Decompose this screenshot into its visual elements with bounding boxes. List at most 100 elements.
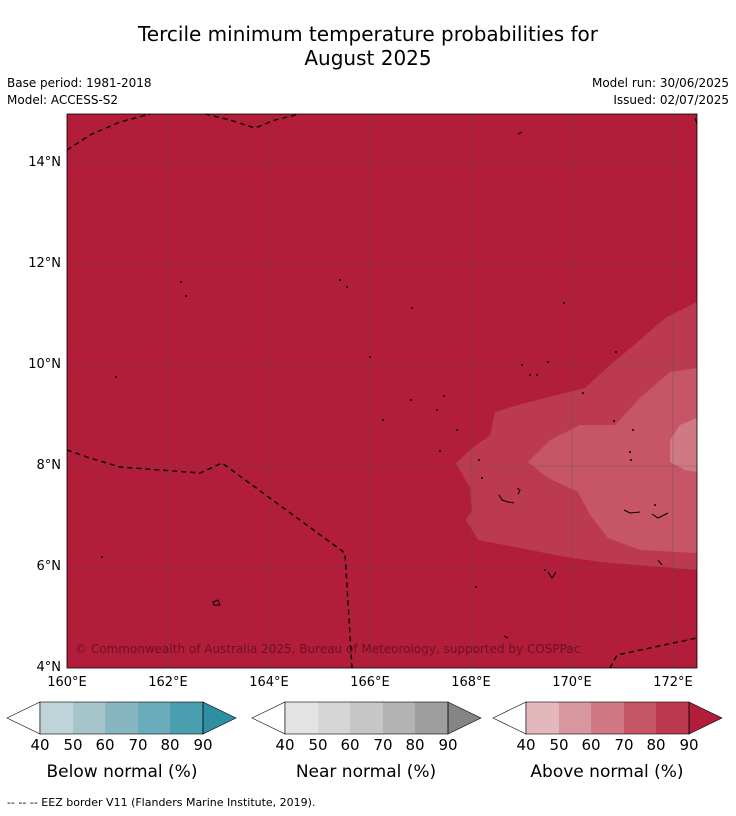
lat-label: 8°N xyxy=(36,458,62,473)
atoll xyxy=(615,351,617,353)
colorbar-tick: 90 xyxy=(679,736,699,754)
colorbar-segment xyxy=(40,702,73,734)
colorbar-segment-low xyxy=(492,701,527,735)
colorbar-segment-high xyxy=(447,701,482,735)
atoll xyxy=(115,376,117,378)
atoll xyxy=(443,395,445,397)
map-gridlines xyxy=(67,114,697,668)
atoll xyxy=(339,279,341,281)
colorbar-tick: 50 xyxy=(63,736,83,754)
atoll xyxy=(563,302,565,304)
lon-label: 172°E xyxy=(653,675,693,690)
atoll xyxy=(481,477,483,479)
atoll xyxy=(478,459,480,461)
island xyxy=(517,131,523,135)
atoll xyxy=(536,374,538,376)
colorbar-tick: 40 xyxy=(30,736,50,754)
copyright-notice: © Commonwealth of Australia 2025, Bureau… xyxy=(75,642,580,656)
colorbar-tick: 40 xyxy=(275,736,295,754)
atoll xyxy=(632,429,634,431)
lat-label: 4°N xyxy=(36,660,62,675)
colorbar-segment xyxy=(559,702,591,734)
island xyxy=(623,509,641,514)
eez-border-north-2 xyxy=(204,114,301,129)
model-name: Model: ACCESS-S2 xyxy=(7,93,119,107)
atoll xyxy=(101,556,103,558)
island xyxy=(657,559,663,566)
lon-label: 170°E xyxy=(552,675,592,690)
lon-label: 168°E xyxy=(451,675,491,690)
map-frame xyxy=(66,113,698,669)
colorbar-title: Below normal (%) xyxy=(46,762,198,782)
atoll xyxy=(613,420,615,422)
colorbar-segment-high xyxy=(202,701,237,735)
atoll xyxy=(369,356,371,358)
atoll xyxy=(654,504,656,506)
colorbar-tick: 80 xyxy=(405,736,425,754)
atoll xyxy=(185,295,187,297)
colorbar-segment-low xyxy=(6,701,41,735)
eez-borders xyxy=(67,114,697,668)
lon-label: 164°E xyxy=(249,675,289,690)
colorbar-near-normal xyxy=(251,701,482,735)
lat-label: 14°N xyxy=(28,155,61,170)
colorbar-above-normal xyxy=(492,701,723,735)
colorbar-title: Near normal (%) xyxy=(295,762,437,782)
colorbar-tick: 80 xyxy=(160,736,180,754)
chart-title: Tercile minimum temperature probabilitie… xyxy=(0,22,736,70)
colorbar-segment-low xyxy=(251,701,286,735)
colorbar-tick: 90 xyxy=(438,736,458,754)
colorbar-segment xyxy=(415,702,448,734)
region-above-70 xyxy=(528,368,697,553)
atoll xyxy=(456,429,458,431)
island xyxy=(516,487,521,495)
islands xyxy=(212,117,697,639)
lon-label: 166°E xyxy=(350,675,390,690)
title-line-2: August 2025 xyxy=(304,46,432,70)
atoll xyxy=(629,451,631,453)
colorbar-tick: 60 xyxy=(95,736,115,754)
atoll xyxy=(180,281,182,283)
atoll-dots xyxy=(101,279,656,588)
colorbar-segment xyxy=(624,702,656,734)
atoll xyxy=(475,586,477,588)
eez-border-southeast xyxy=(609,637,697,668)
atoll xyxy=(521,364,523,366)
atoll xyxy=(547,361,549,363)
colorbar-segment xyxy=(285,702,318,734)
colorbar-segment xyxy=(138,702,170,734)
colorbar-segment xyxy=(105,702,138,734)
atoll xyxy=(439,450,441,452)
lon-label: 162°E xyxy=(148,675,188,690)
colorbar-tick: 70 xyxy=(128,736,148,754)
colorbar-segment xyxy=(170,702,203,734)
colorbar-segment xyxy=(591,702,624,734)
atoll xyxy=(346,286,348,288)
atoll xyxy=(411,307,413,309)
atoll xyxy=(436,409,438,411)
eez-footnote: -- -- -- EEZ border V11 (Flanders Marine… xyxy=(7,796,316,809)
issued-date: Issued: 02/07/2025 xyxy=(613,93,729,107)
colorbar-below-normal xyxy=(6,701,237,735)
colorbar-tick: 60 xyxy=(340,736,360,754)
colorbar-segment xyxy=(350,702,383,734)
atoll xyxy=(529,374,531,376)
island xyxy=(498,494,515,504)
lat-label: 10°N xyxy=(28,357,61,372)
metadata-left: Base period: 1981-2018 Model: ACCESS-S2 xyxy=(7,75,152,109)
atoll xyxy=(630,459,632,461)
model-run: Model run: 30/06/2025 xyxy=(591,76,729,90)
lat-label: 6°N xyxy=(36,559,62,574)
colorbar-segment xyxy=(383,702,415,734)
colorbar-segment xyxy=(73,702,105,734)
base-period: Base period: 1981-2018 xyxy=(7,76,152,90)
atoll xyxy=(544,569,546,571)
eez-border-west xyxy=(67,449,353,668)
colorbar-tick: 50 xyxy=(549,736,569,754)
title-line-1: Tercile minimum temperature probabilitie… xyxy=(137,22,599,46)
atoll xyxy=(582,392,584,394)
colorbar-segment-high xyxy=(688,701,723,735)
colorbar-segment xyxy=(526,702,559,734)
island xyxy=(212,599,221,606)
